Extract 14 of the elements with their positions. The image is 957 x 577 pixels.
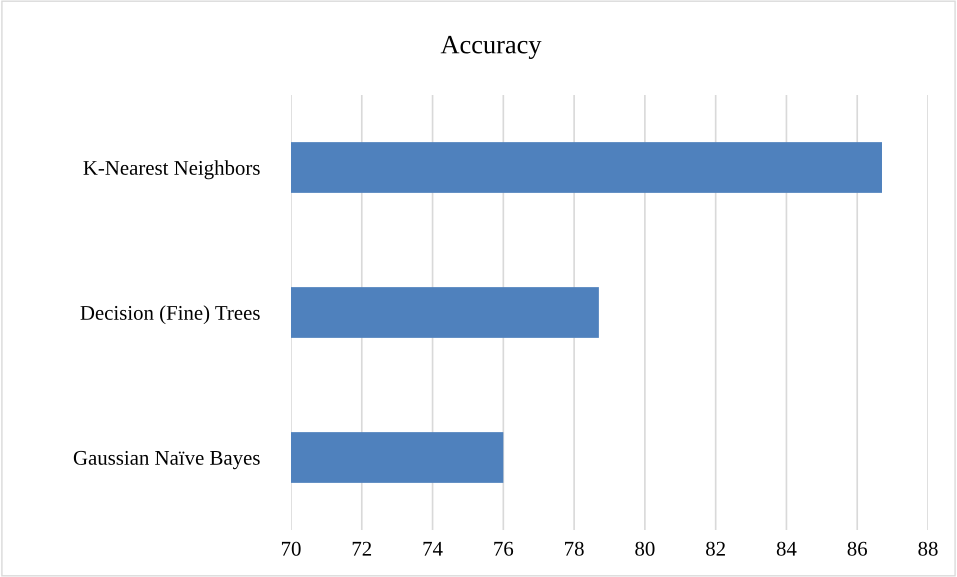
x-tick-label: 76: [494, 542, 514, 556]
y-tick-label: Gaussian Naïve Bayes: [74, 450, 260, 470]
x-tick-label: 78: [565, 542, 584, 556]
y-tick-label: K-Nearest Neighbors: [83, 160, 260, 180]
x-tick-label: 80: [635, 542, 655, 556]
x-tick-label: 88: [918, 542, 938, 556]
chart-title: Accuracy: [440, 36, 542, 59]
x-tick-label: 72: [352, 542, 372, 556]
x-tick-label: 82: [706, 542, 725, 556]
y-tick-label: Decision (Fine) Trees: [80, 305, 260, 324]
x-tick-label: 70: [282, 542, 301, 556]
x-tick-label: 86: [848, 542, 868, 556]
x-tick-label: 84: [776, 542, 797, 556]
x-tick-label: 74: [424, 542, 443, 556]
